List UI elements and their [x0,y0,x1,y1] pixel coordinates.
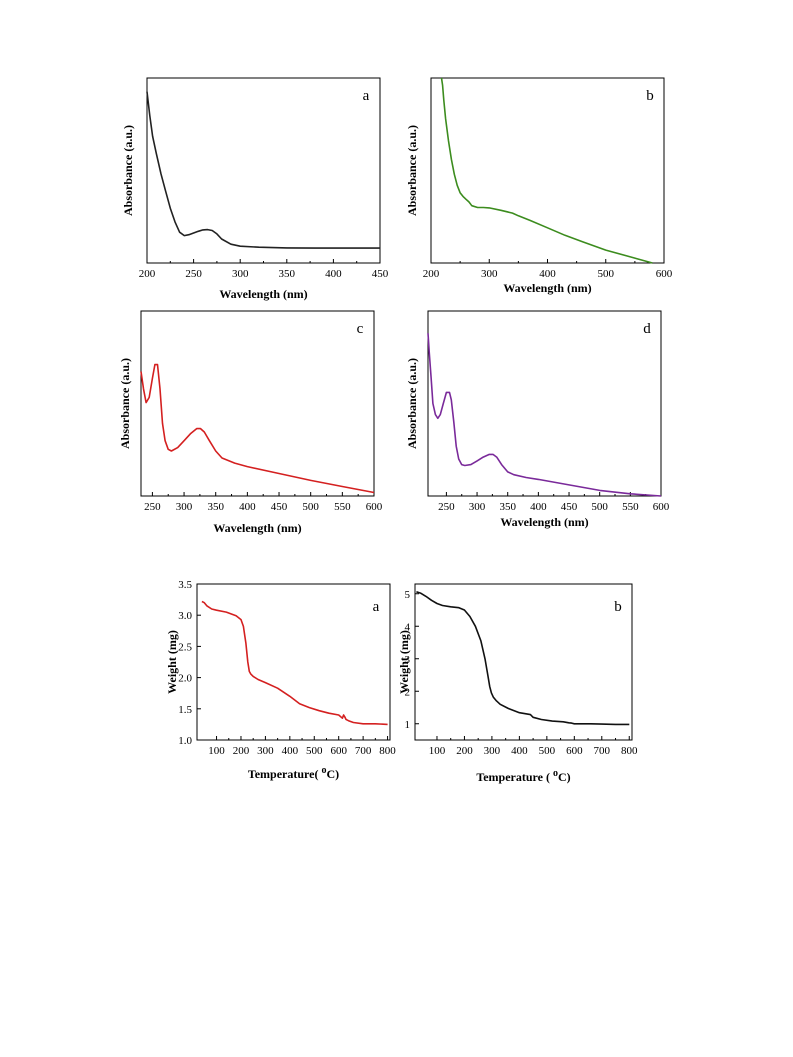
x-tick-label: 300 [232,268,249,280]
chart-panel-6: 100 200 300 400 500 600 700 800 1 2 3 4 5 b Temperatur… [397,583,638,784]
y-axis-label: Absorbance (a.u.) [118,358,132,449]
x-axis-label: Wavelength (nm) [503,281,591,295]
x-tick-label: 400 [511,745,528,757]
y-tick-label: 3 [405,654,411,666]
y-tick-label: 2 [405,686,411,698]
series-line-1 [201,600,388,726]
x-tick-label: 550 [334,501,351,513]
chart-panel-5: 100 200 300 400 500 600 700 800 1.0 1.5 2.0 2.5 3.0 3… [165,579,396,781]
series-line-1 [427,333,662,497]
x-tick-label: 100 [208,745,225,757]
y-axis-label: Absorbance (a.u.) [405,125,419,216]
y-axis-label: Weight (mg) [165,630,179,694]
y-axis-label: Absorbance (a.u.) [121,125,135,216]
y-tick-label: 5 [405,589,411,601]
y-tick-label: 2.5 [178,641,192,653]
x-tick-label: 500 [306,745,323,757]
x-tick-label: 450 [271,501,288,513]
series-line-1 [416,591,630,726]
x-tick-label: 200 [456,745,473,757]
x-tick-label: 300 [481,268,498,280]
x-tick-label: 350 [279,268,296,280]
x-tick-label: 200 [423,268,440,280]
panel-label: b [646,88,654,104]
plot-frame [196,583,391,741]
x-axis-label: Wavelength (nm) [500,515,588,529]
x-tick-label: 300 [484,745,501,757]
x-tick-label: 400 [239,501,256,513]
x-tick-label: 100 [429,745,446,757]
x-tick-label: 400 [325,268,342,280]
chart-panel-4: 250 300 350 400 450 500 550 600 d Wavelength (nm)… [405,310,670,529]
series-line-1 [140,363,375,494]
panel-label: a [363,88,370,104]
x-tick-label: 250 [438,501,455,513]
x-tick-label: 250 [144,501,161,513]
x-tick-label: 400 [282,745,299,757]
y-axis-label: Absorbance (a.u.) [405,358,419,449]
panel-label: b [614,599,622,615]
x-tick-label: 500 [539,745,556,757]
chart-panel-2: 200 300 400 500 600 b Wavelength (nm) Absorbanc… [405,77,673,295]
x-tick-label: 600 [653,501,670,513]
panel-label: c [357,321,364,337]
y-tick-label: 2.0 [178,673,192,685]
x-tick-label: 200 [139,268,156,280]
y-axis-label: Weight (mg) [397,630,411,694]
x-tick-label: 700 [355,745,372,757]
x-tick-label: 550 [622,501,639,513]
x-tick-label: 300 [257,745,274,757]
x-tick-label: 500 [302,501,319,513]
y-tick-label: 1 [405,719,411,731]
plot-frame [427,310,662,497]
y-tick-label: 4 [405,621,411,633]
plot-frame [430,77,665,264]
panel-label: d [643,321,651,337]
x-tick-label: 700 [594,745,611,757]
x-tick-label: 600 [366,501,383,513]
panel-label: a [373,599,380,615]
chart-panel-3: 250 300 350 400 450 500 550 600 c Wavelength (nm)… [118,310,383,535]
y-tick-label: 1.5 [178,704,192,716]
x-tick-label: 250 [185,268,202,280]
x-tick-label: 350 [207,501,224,513]
plot-frame [146,77,381,264]
x-tick-label: 200 [233,745,250,757]
x-tick-label: 300 [469,501,486,513]
x-axis-label: Wavelength (nm) [219,287,307,301]
x-tick-label: 450 [561,501,578,513]
series-line-1 [440,77,653,264]
x-tick-label: 600 [330,745,347,757]
x-tick-label: 400 [530,501,547,513]
x-tick-label: 500 [598,268,615,280]
x-tick-label: 800 [621,745,638,757]
x-tick-label: 600 [656,268,673,280]
plot-frame [140,310,375,497]
plot-frame [414,583,633,741]
x-tick-label: 600 [566,745,583,757]
y-tick-label: 3.0 [178,610,192,622]
x-tick-label: 800 [379,745,396,757]
y-tick-label: 1.0 [178,735,192,747]
x-axis-label: Temperature ( oC) [476,768,570,784]
chart-panel-1: 200 250 300 350 400 450 a Wavelength (nm) Absorb… [121,77,389,301]
y-tick-label: 3.5 [178,579,192,591]
series-line-1 [146,91,380,249]
x-axis-label: Temperature( oC) [248,765,339,781]
x-tick-label: 450 [372,268,389,280]
x-tick-label: 400 [539,268,556,280]
x-tick-label: 500 [591,501,608,513]
x-tick-label: 300 [176,501,193,513]
x-tick-label: 350 [499,501,516,513]
x-axis-label: Wavelength (nm) [213,521,301,535]
